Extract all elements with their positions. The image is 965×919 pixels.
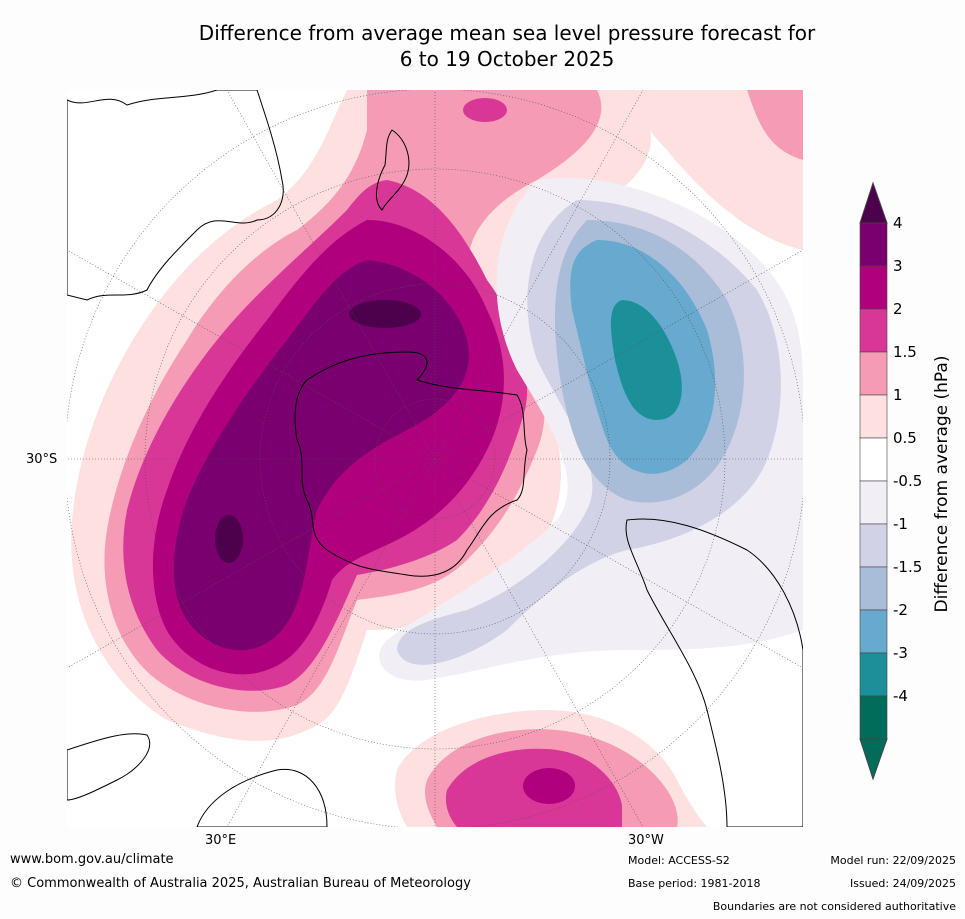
colorbar-box [859,609,888,654]
colorbar-box [859,437,888,482]
colorbar-tick-label: 3 [893,257,903,275]
colorbar-title: Difference from average (hPa) [932,355,952,613]
colorbar-box [859,695,888,740]
colorbar-tick-label: -1.5 [893,558,923,576]
anomaly-top-right [747,90,803,160]
anomaly-neg-3 [610,300,682,420]
colorbar-tick-label: -0.5 [893,472,923,490]
anomaly-pos-4-core-2 [215,515,243,563]
polar-map [67,90,803,827]
colorbar-tick-label: -4 [893,687,908,705]
lat-label-30s: 30°S [26,452,58,467]
colorbar-box [859,308,888,353]
africa-outline [67,733,151,801]
colorbar-bottom-arrow [859,738,888,781]
south-america-outline [625,518,803,827]
colorbar-tick-label: 1 [893,386,903,404]
colorbar-tick-label: -2 [893,601,908,619]
colorbar-tick-label: 1.5 [893,343,917,361]
colorbar-box [859,394,888,439]
antarctica-outline [294,351,528,577]
colorbar-top-arrow [859,181,888,224]
colorbar-box [859,523,888,568]
colorbar-tick-label: 2 [893,300,903,318]
colorbar-tick-label: -3 [893,644,908,662]
colorbar-tick-label: 0.5 [893,429,917,447]
footer-base-period: Base period: 1981-2018 [628,877,761,890]
footer-model: Model: ACCESS-S2 [628,854,730,867]
colorbar-box [859,652,888,697]
lon-label-30e: 30°E [205,833,237,848]
footer-issued: Issued: 24/09/2025 [849,877,956,890]
anomaly-pos-4-core-1 [349,300,421,328]
graticule [67,90,803,827]
colorbar-boxes [859,222,888,740]
map-title: Difference from average mean sea level p… [0,20,965,72]
footer-website[interactable]: www.bom.gov.au/climate [10,852,174,867]
title-line-1: Difference from average mean sea level p… [198,21,816,45]
map-svg [67,90,803,827]
colorbar-box [859,566,888,611]
footer-disclaimer: Boundaries are not considered authoritat… [712,900,956,913]
anomaly-pos-3 [173,260,469,651]
colorbar-tick-label: 4 [893,214,903,232]
new-zealand-outline [375,129,410,211]
footer-model-run: Model run: 22/09/2025 [830,854,956,867]
colorbar-box [859,222,888,267]
colorbar-tick-label: -1 [893,515,908,533]
australia-outline [67,90,284,301]
title-line-2: 6 to 19 October 2025 [399,47,615,71]
colorbar-box [859,351,888,396]
colorbar-box [859,480,888,525]
lon-label-30w: 30°W [628,833,664,848]
colorbar-box [859,265,888,310]
footer-copyright: © Commonwealth of Australia 2025, Austra… [10,876,471,891]
